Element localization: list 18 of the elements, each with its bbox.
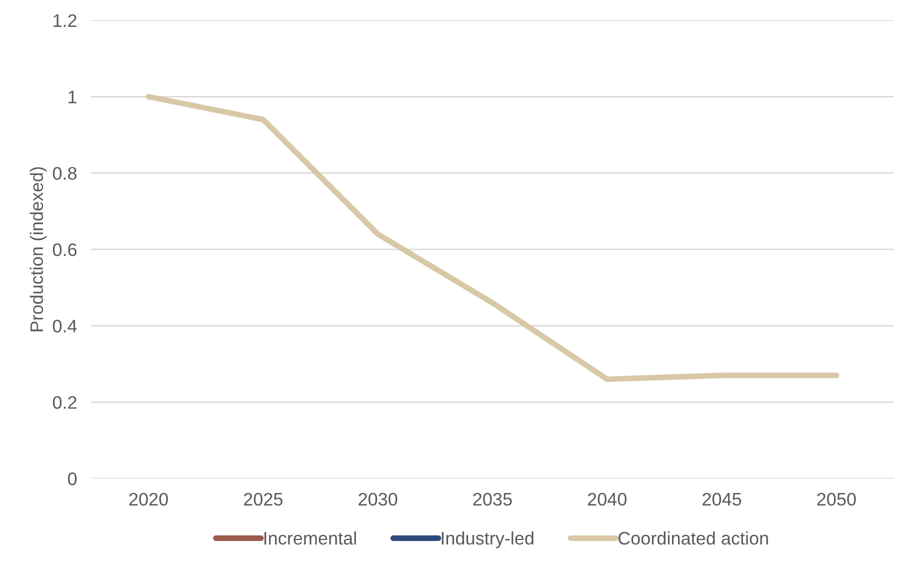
y-tick-label: 0.2 <box>52 396 76 409</box>
y-tick-label: 1.2 <box>54 14 76 27</box>
y-tick-label: 0 <box>68 472 77 486</box>
x-tick-label: 2045 <box>702 492 742 506</box>
x-tick-label: 2050 <box>817 492 856 506</box>
legend-label: Industry-led <box>442 531 534 548</box>
legend-label: Incremental <box>264 531 356 545</box>
x-tick-label: 2035 <box>473 492 512 506</box>
y-tick-label: 0.8 <box>52 166 77 180</box>
x-tick-label: 2020 <box>129 492 168 506</box>
y-tick-label: 0.6 <box>52 243 77 256</box>
x-tick-label: 2040 <box>588 492 627 506</box>
y-tick-label: 0.4 <box>52 320 77 332</box>
y-tick-label: 1 <box>68 90 76 104</box>
y-axis-title: Production (indexed) <box>30 167 47 332</box>
x-tick-label: 2025 <box>244 492 283 506</box>
x-tick-label: 2030 <box>358 492 398 506</box>
legend-label: Coordinated action <box>618 531 768 545</box>
